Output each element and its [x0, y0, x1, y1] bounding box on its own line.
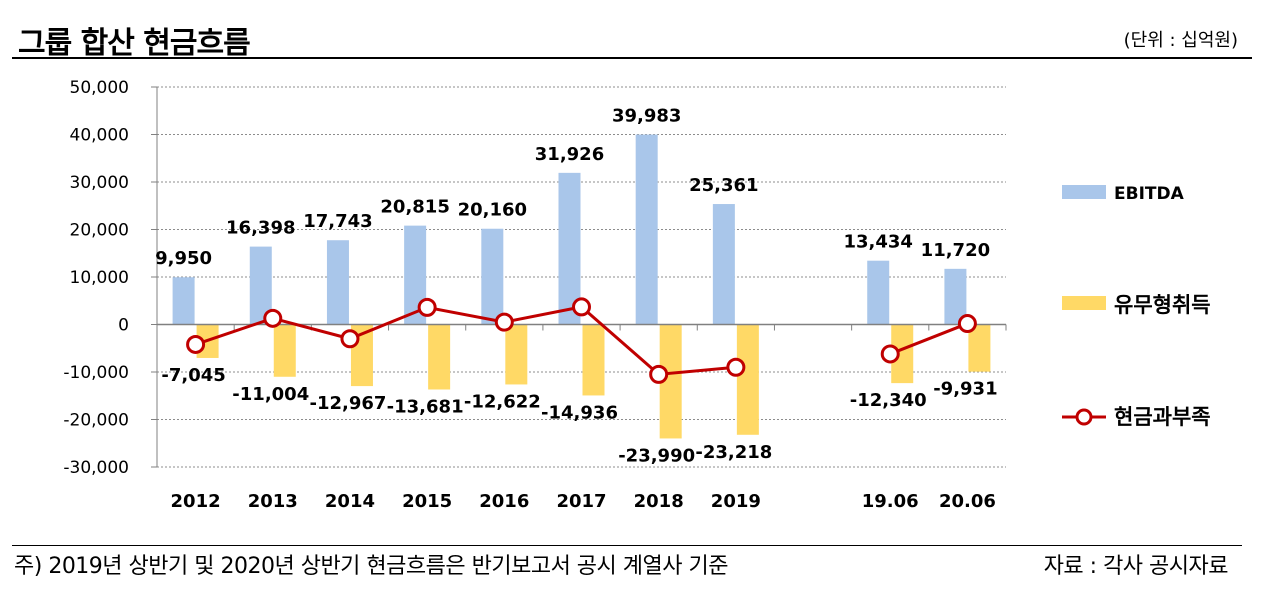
legend-marker-cash — [1075, 408, 1093, 426]
ebitda-data-label: 20,160 — [458, 200, 527, 221]
ebitda-data-label: 25,361 — [689, 175, 758, 196]
cash-point — [957, 314, 977, 334]
x-tick-label: 2018 — [634, 491, 684, 512]
footer-rule — [12, 545, 1242, 546]
y-tick-label: 50,000 — [70, 78, 129, 98]
unit-label: (단위 : 십억원) — [1123, 30, 1238, 51]
cash-point — [186, 334, 206, 354]
cash-point — [726, 357, 746, 377]
ebitda-bar — [172, 277, 195, 325]
y-tick-label: -30,000 — [63, 458, 129, 478]
x-tick-label: 2012 — [171, 491, 221, 512]
x-tick-label: 2015 — [402, 491, 452, 512]
capex-data-label: -7,045 — [161, 365, 225, 386]
cash-point — [417, 297, 437, 317]
ebitda-data-label: 16,398 — [226, 218, 295, 239]
legend-label-capex: 유무형취득 — [1114, 293, 1211, 317]
capex-bar — [273, 324, 296, 377]
y-tick-label: 10,000 — [70, 268, 129, 288]
cash-line — [889, 322, 968, 356]
cash-line — [195, 305, 737, 376]
ebitda-bar — [404, 225, 427, 325]
capex-bar — [428, 324, 451, 390]
ebitda-data-label: 17,743 — [303, 211, 372, 232]
ebitda-bar — [867, 260, 890, 325]
capex-data-label: -13,681 — [387, 396, 464, 417]
y-tick-label: -20,000 — [63, 411, 129, 431]
ebitda-bar — [249, 246, 272, 325]
cash-point — [263, 308, 283, 328]
capex-bar — [505, 324, 528, 385]
capex-bar — [659, 324, 682, 439]
y-tick-label: 20,000 — [70, 221, 129, 241]
capex-data-label: -12,967 — [309, 393, 386, 414]
cash-point — [880, 344, 900, 364]
capex-bar — [736, 324, 759, 435]
capex-bar — [968, 324, 991, 372]
capex-data-label: -9,931 — [933, 379, 997, 400]
cash-flow-chart: 50,000 40,000 30,000 20,000 10,000 0 -10,000 -2… — [63, 78, 1211, 512]
cash-point — [649, 364, 669, 384]
cash-point — [572, 297, 591, 317]
legend-label-cash: 현금과부족 — [1114, 405, 1211, 429]
cash-point — [494, 312, 514, 332]
capex-data-label: -12,622 — [464, 391, 541, 412]
chart-title: 그룹 합산 현금흐름 — [18, 26, 251, 61]
footnote: 주) 2019년 상반기 및 2020년 상반기 현금흐름은 반기보고서 공시 … — [14, 554, 728, 579]
ebitda-bar — [481, 228, 504, 325]
ebitda-bar — [326, 240, 349, 325]
ebitda-bar — [558, 172, 581, 325]
capex-data-label: -23,218 — [695, 442, 772, 463]
x-tick-label: 2014 — [325, 491, 375, 512]
capex-data-label: -14,936 — [541, 402, 618, 423]
y-tick-label: -10,000 — [63, 363, 129, 383]
ebitda-data-label: 13,434 — [843, 232, 912, 253]
ebitda-bar — [712, 204, 735, 325]
capex-bar — [582, 324, 605, 396]
x-tick-label: 20.06 — [939, 491, 996, 512]
capex-data-label: -23,990 — [618, 445, 695, 466]
capex-bar — [891, 324, 914, 384]
ebitda-data-label: 39,983 — [612, 106, 681, 127]
ebitda-bar — [944, 268, 967, 325]
x-tick-label: 19.06 — [862, 491, 919, 512]
legend-swatch-ebitda — [1062, 185, 1106, 199]
legend-swatch-capex — [1062, 296, 1106, 310]
legend-label-ebitda: EBITDA — [1114, 184, 1185, 204]
chart-header: 그룹 합산 현금흐름 (단위 : 십억원) — [12, 14, 1252, 61]
capex-data-label: -11,004 — [232, 384, 309, 405]
title-rule — [12, 57, 1252, 59]
x-tick-label: 2016 — [479, 491, 529, 512]
ebitda-data-label: 31,926 — [535, 144, 604, 165]
x-tick-label: 2019 — [711, 491, 761, 512]
cash-point — [340, 329, 360, 349]
ebitda-data-label: 20,815 — [380, 197, 449, 218]
y-tick-label: 40,000 — [70, 126, 129, 146]
capex-data-label: -12,340 — [850, 390, 927, 411]
y-tick-label: 0 — [118, 316, 129, 336]
x-tick-label: 2017 — [556, 491, 606, 512]
y-tick-label: 30,000 — [70, 173, 129, 193]
source-note: 자료 : 각사 공시자료 — [1043, 554, 1229, 579]
ebitda-data-label: 11,720 — [921, 240, 990, 261]
ebitda-data-label: 9,950 — [155, 248, 212, 269]
ebitda-bar — [635, 134, 658, 325]
x-tick-label: 2013 — [248, 491, 298, 512]
